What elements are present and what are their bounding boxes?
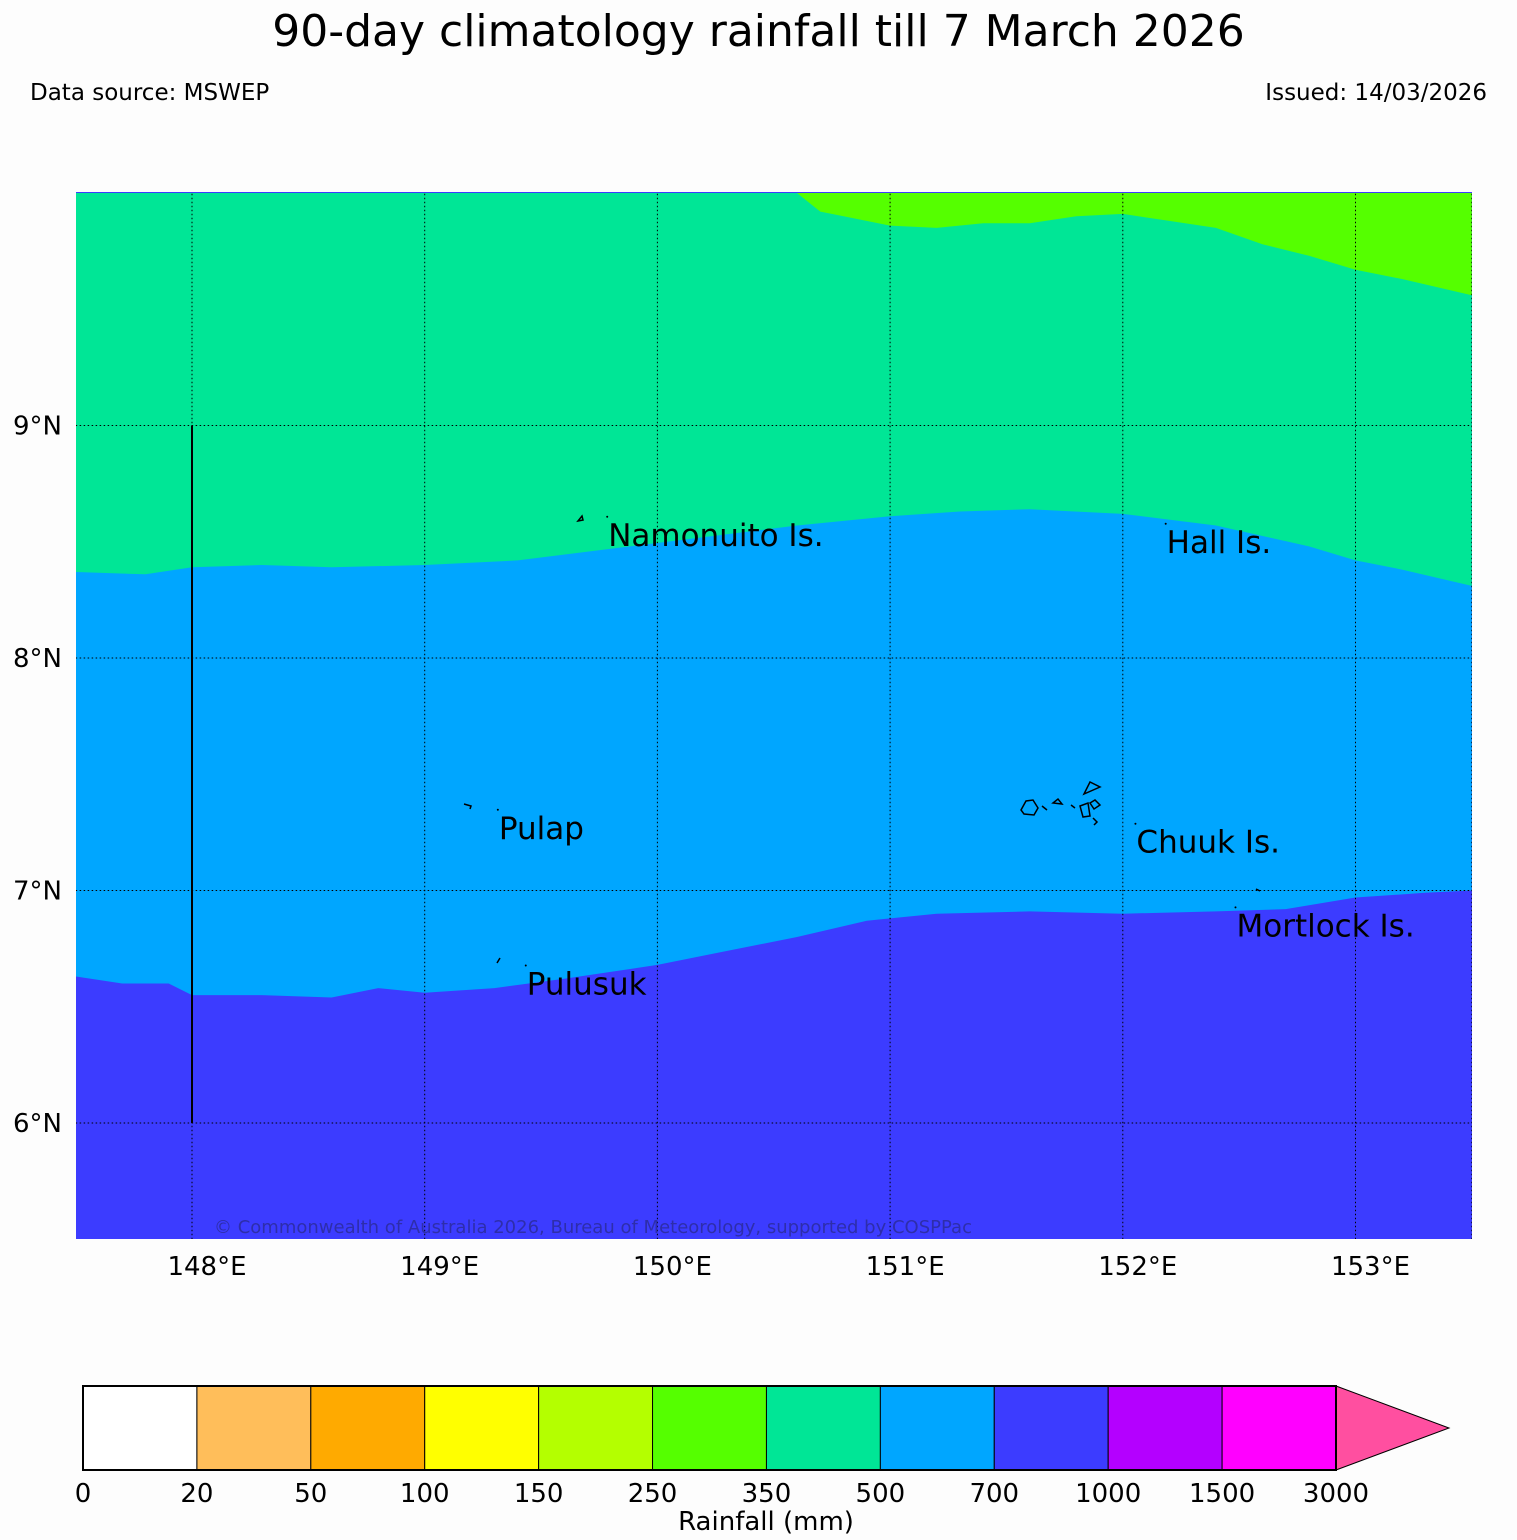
- place-marker-dot: [524, 964, 527, 967]
- island-chuuk-north: [1082, 780, 1102, 796]
- colorbar-tick-label: 1500: [1189, 1479, 1255, 1509]
- island-chuuk-islet-3: [1070, 804, 1076, 809]
- longitude-tick-label: 152°E: [1098, 1252, 1177, 1282]
- colorbar-segment: [538, 1385, 654, 1471]
- island-chuuk-west: [1020, 799, 1039, 816]
- colorbar-segment: [765, 1385, 881, 1471]
- place-label: Namonuito Is.: [608, 518, 823, 554]
- longitude-tick-label: 151°E: [866, 1252, 945, 1282]
- colorbar-tick-label: 20: [180, 1479, 213, 1509]
- copyright-notice: © Commonwealth of Australia 2026, Bureau…: [214, 1217, 972, 1238]
- colorbar-tick-label: 150: [514, 1479, 564, 1509]
- island-pulusuk: [496, 957, 501, 964]
- latitude-tick-label: 9°N: [13, 412, 62, 442]
- island-chuuk-central: [1079, 801, 1091, 818]
- colorbar-segment: [879, 1385, 995, 1471]
- place-marker-dot: [1234, 906, 1237, 909]
- island-namonuito: [576, 514, 584, 523]
- longitude-tick-label: 153°E: [1331, 1252, 1410, 1282]
- colorbar-segment: [993, 1385, 1109, 1471]
- place-marker-dot: [496, 808, 499, 811]
- colorbar-extend-arrow: [1335, 1385, 1451, 1471]
- colorbar: 0 20 50 100 150 250 350 500 700 1000 1500 3000 Rainf…: [75, 1385, 1451, 1537]
- colorbar-tick-label: 1000: [1075, 1479, 1141, 1509]
- latitude-tick-label: 6°N: [13, 1109, 62, 1139]
- colorbar-tick-label: 100: [400, 1479, 450, 1509]
- colorbar-segment: [652, 1385, 767, 1471]
- island-outlines: [463, 514, 1261, 964]
- colorbar-tick-label: 0: [75, 1479, 92, 1509]
- map-area: Namonuito Is. Hall Is. Pulap Chuuk Is. Mortl…: [76, 192, 1472, 1239]
- island-mortlock: [1255, 888, 1261, 892]
- colorbar-label: Rainfall (mm): [678, 1507, 854, 1537]
- colorbar-segment: [82, 1385, 198, 1471]
- place-labels: Namonuito Is. Hall Is. Pulap Chuuk Is. Mortl…: [496, 515, 1415, 1003]
- place-marker-dot: [606, 515, 609, 518]
- latitude-tick-label: 8°N: [13, 644, 62, 674]
- place-label: Mortlock Is.: [1236, 908, 1414, 944]
- colorbar-tick-label: 700: [969, 1479, 1019, 1509]
- gridlines: [76, 193, 1472, 1239]
- zone-250-350: [797, 193, 1472, 296]
- place-label: Pulusuk: [527, 967, 647, 1003]
- place-marker-dot: [1164, 522, 1167, 525]
- place-marker-dot: [1134, 822, 1137, 825]
- longitude-labels: 148°E 149°E 150°E 151°E 152°E 153°E: [167, 1252, 1410, 1282]
- colorbar-segment: [196, 1385, 312, 1471]
- longitude-tick-label: 150°E: [633, 1252, 712, 1282]
- latitude-labels: 9°N 8°N 7°N 6°N: [13, 412, 62, 1140]
- colorbar-segment: [310, 1385, 426, 1471]
- island-chuuk-east: [1088, 799, 1102, 811]
- data-source: Data source: MSWEP: [30, 80, 270, 106]
- map-title: 90-day climatology rainfall till 7 March…: [272, 6, 1245, 57]
- colorbar-tick-label: 350: [742, 1479, 792, 1509]
- island-chuuk-islet-2: [1041, 805, 1048, 811]
- colorbar-outline: [82, 1385, 1337, 1471]
- longitude-tick-label: 148°E: [167, 1252, 246, 1282]
- island-pulap: [463, 803, 472, 810]
- colorbar-tick-label: 250: [628, 1479, 678, 1509]
- issued-date: Issued: 14/03/2026: [1265, 80, 1487, 106]
- colorbar-tick-label: 50: [294, 1479, 327, 1509]
- colorbar-segment: [1221, 1385, 1337, 1471]
- island-chuuk-islet: [1051, 797, 1064, 805]
- colorbar-segment: [1107, 1385, 1223, 1471]
- longitude-tick-label: 149°E: [400, 1252, 479, 1282]
- place-label: Pulap: [499, 811, 584, 847]
- colorbar-tick-label: 3000: [1303, 1479, 1369, 1509]
- colorbar-segment: [424, 1385, 540, 1471]
- colorbar-tick-label: 500: [856, 1479, 906, 1509]
- place-label: Chuuk Is.: [1136, 825, 1280, 861]
- island-chuuk-south: [1092, 817, 1099, 826]
- place-label: Hall Is.: [1167, 525, 1272, 561]
- latitude-tick-label: 7°N: [13, 877, 62, 907]
